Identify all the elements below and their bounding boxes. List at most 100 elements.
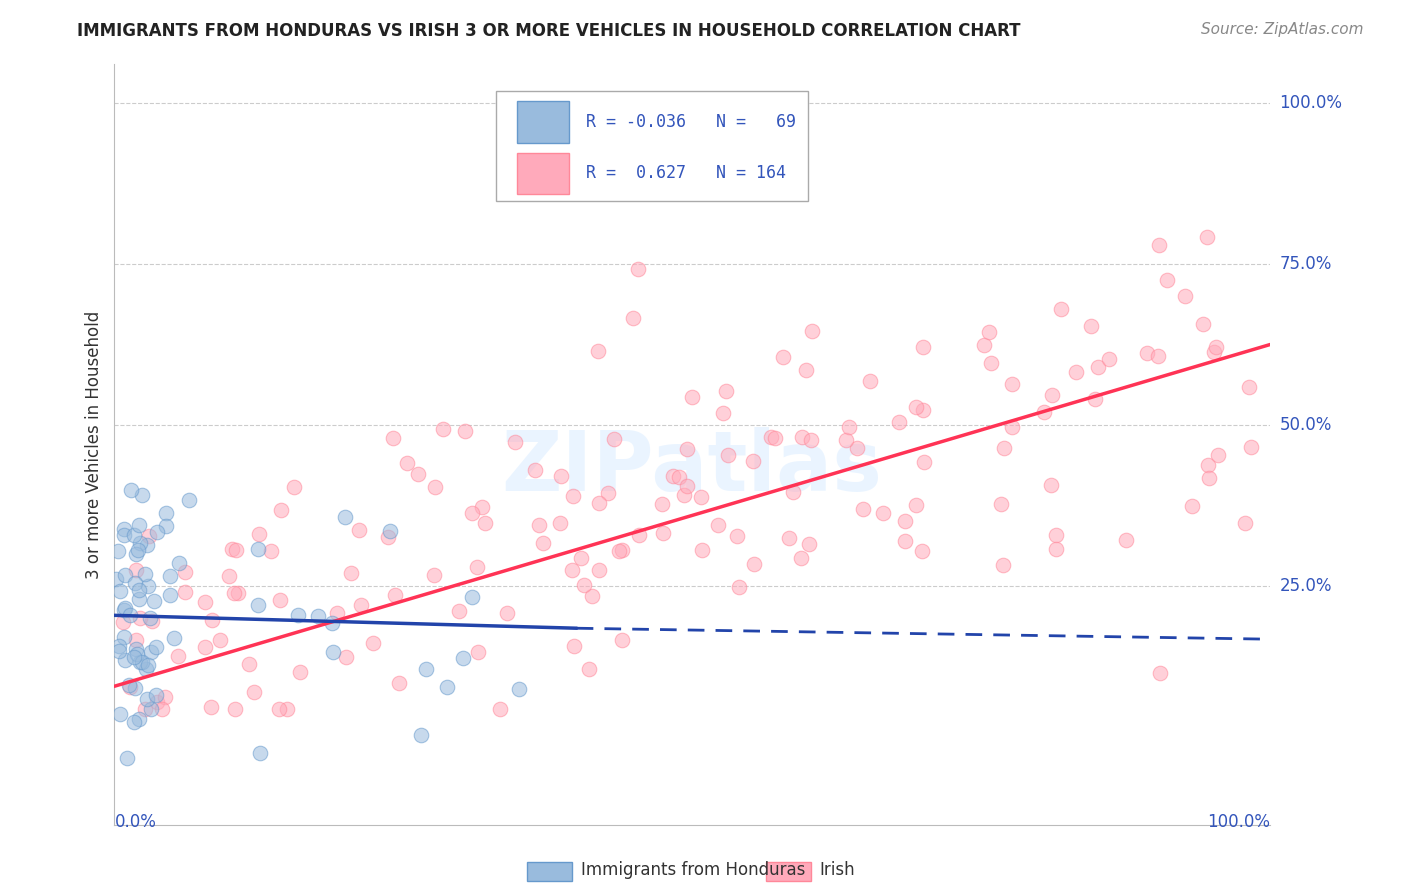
Point bbox=[1234, 516, 1257, 531]
Point bbox=[114, 600, 136, 615]
Point bbox=[167, 556, 190, 570]
Point bbox=[380, 524, 402, 539]
Point bbox=[711, 406, 734, 420]
Point bbox=[681, 390, 703, 404]
Point bbox=[588, 496, 610, 510]
Point bbox=[159, 568, 181, 582]
Point bbox=[1202, 345, 1225, 359]
Point bbox=[990, 497, 1012, 511]
Point bbox=[131, 655, 153, 669]
Point bbox=[243, 685, 266, 699]
Point bbox=[118, 677, 141, 691]
Point bbox=[129, 536, 152, 550]
Point bbox=[508, 681, 530, 696]
Point bbox=[225, 542, 247, 557]
Point bbox=[135, 662, 157, 676]
Point bbox=[322, 645, 344, 659]
Point bbox=[174, 566, 197, 580]
Point bbox=[146, 524, 169, 539]
Point bbox=[1240, 440, 1263, 454]
Point bbox=[112, 603, 135, 617]
Point bbox=[117, 751, 139, 765]
Point bbox=[572, 578, 595, 592]
Point bbox=[270, 503, 292, 517]
Point bbox=[307, 608, 329, 623]
Point bbox=[136, 579, 159, 593]
Point bbox=[727, 580, 749, 594]
Point bbox=[894, 514, 917, 528]
Point bbox=[224, 586, 246, 600]
Point bbox=[527, 517, 550, 532]
Point bbox=[628, 528, 651, 542]
Point bbox=[340, 566, 363, 580]
Point bbox=[108, 584, 131, 599]
Point bbox=[288, 665, 311, 680]
Point bbox=[122, 650, 145, 665]
Point bbox=[852, 502, 875, 516]
Text: R =  0.627   N = 164: R = 0.627 N = 164 bbox=[586, 164, 786, 183]
Point bbox=[621, 311, 644, 326]
Point bbox=[107, 544, 129, 558]
Point bbox=[1001, 420, 1024, 434]
Point bbox=[269, 702, 291, 716]
Point bbox=[127, 542, 149, 557]
Point bbox=[226, 586, 249, 600]
Point bbox=[562, 489, 585, 503]
Point bbox=[167, 649, 190, 664]
Point bbox=[114, 653, 136, 667]
Point bbox=[991, 558, 1014, 572]
Text: 50.0%: 50.0% bbox=[1279, 417, 1331, 434]
Text: 75.0%: 75.0% bbox=[1279, 255, 1331, 273]
Point bbox=[124, 576, 146, 591]
Point bbox=[423, 567, 446, 582]
Point bbox=[396, 456, 419, 470]
Point bbox=[122, 715, 145, 730]
Point bbox=[1198, 471, 1220, 485]
Point bbox=[588, 344, 610, 359]
Point bbox=[155, 506, 177, 520]
Point bbox=[107, 640, 129, 654]
Text: 100.0%: 100.0% bbox=[1279, 94, 1343, 112]
Point bbox=[129, 655, 152, 669]
Point bbox=[772, 350, 794, 364]
Point bbox=[335, 649, 357, 664]
Point bbox=[128, 518, 150, 533]
Point bbox=[321, 615, 343, 630]
Text: 25.0%: 25.0% bbox=[1279, 577, 1331, 595]
Point bbox=[835, 433, 858, 447]
Text: 0.0%: 0.0% bbox=[114, 814, 156, 831]
Point bbox=[471, 500, 494, 514]
Point bbox=[136, 538, 159, 552]
Point bbox=[120, 680, 142, 694]
Point bbox=[249, 747, 271, 761]
Point bbox=[980, 356, 1002, 370]
Point bbox=[283, 480, 305, 494]
Point bbox=[465, 559, 488, 574]
Point bbox=[155, 518, 177, 533]
Point bbox=[139, 611, 162, 625]
Point bbox=[531, 535, 554, 549]
Point bbox=[453, 650, 475, 665]
Point bbox=[912, 340, 935, 354]
Point bbox=[349, 523, 371, 537]
Point bbox=[1098, 351, 1121, 366]
Point bbox=[138, 529, 160, 543]
Point bbox=[627, 261, 650, 276]
Point bbox=[453, 425, 475, 439]
Point bbox=[1147, 238, 1170, 252]
Point bbox=[690, 543, 713, 558]
Point bbox=[388, 676, 411, 690]
Point bbox=[200, 699, 222, 714]
Point bbox=[153, 690, 176, 704]
Point bbox=[208, 633, 231, 648]
Point bbox=[800, 324, 823, 338]
Point bbox=[1045, 542, 1067, 557]
Point bbox=[651, 497, 673, 511]
Point bbox=[676, 479, 699, 493]
Point bbox=[561, 562, 583, 576]
Point bbox=[425, 480, 447, 494]
Point bbox=[1191, 317, 1213, 331]
Point bbox=[384, 588, 406, 602]
Point bbox=[673, 488, 696, 502]
Point bbox=[377, 530, 399, 544]
